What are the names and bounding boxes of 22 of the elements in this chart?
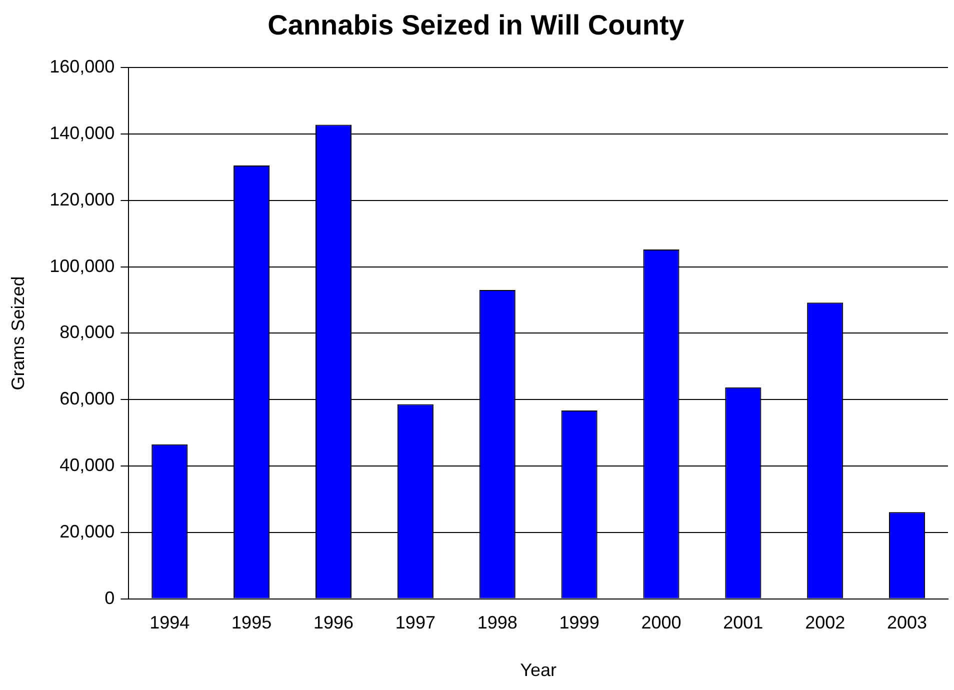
y-tick-label: 160,000 xyxy=(50,56,115,77)
y-tick-label: 40,000 xyxy=(60,454,115,475)
y-tick-label: 20,000 xyxy=(60,521,115,542)
x-tick-label: 2003 xyxy=(887,612,928,633)
x-tick-label: 1996 xyxy=(313,612,354,633)
y-tick-label: 100,000 xyxy=(50,256,115,276)
y-tick-label: 60,000 xyxy=(60,388,115,409)
x-tick-label: 1998 xyxy=(477,612,518,633)
y-tick-label: 120,000 xyxy=(50,189,115,210)
y-tick-label: 80,000 xyxy=(60,322,115,342)
y-tick-label: 140,000 xyxy=(50,122,115,143)
x-tick-label: 2002 xyxy=(805,612,846,633)
x-tick-label: 2001 xyxy=(723,612,764,633)
y-axis-title: Grams Seized xyxy=(8,276,28,390)
y-tick-label: 0 xyxy=(104,588,115,608)
x-axis-title: Year xyxy=(520,660,557,680)
chart-title: Cannabis Seized in Will County xyxy=(268,10,685,41)
x-tick-label: 1999 xyxy=(559,612,600,633)
x-tick-label: 1994 xyxy=(150,612,190,633)
x-tick-label: 1997 xyxy=(395,612,436,633)
x-tick-label: 2000 xyxy=(641,612,682,633)
x-tick-label: 1995 xyxy=(232,612,272,633)
